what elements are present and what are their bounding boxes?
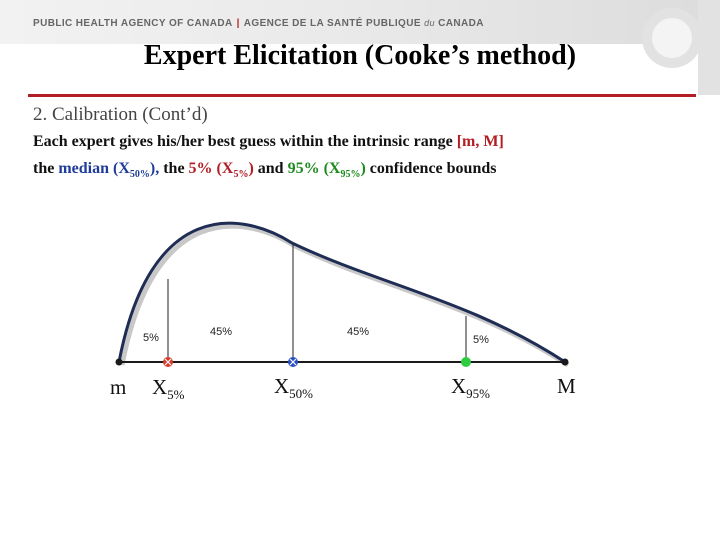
m-endpoint-marker [115,358,123,366]
title-divider [28,94,696,97]
axis-label-M: M [557,374,576,398]
p95-word: 95% (X [287,160,341,177]
x5-marker [163,357,173,367]
axis-label-x50: X50% [274,374,313,401]
axis-label-x5: X5% [152,375,185,402]
pct-label-upper-mid: 45% [347,326,369,338]
distribution-curve [117,221,566,364]
agency-name-fr: AGENCE DE LA SANTÉ PUBLIQUE [243,18,421,29]
agency-name-fr-du: du [424,18,435,28]
body-line-2-post: confidence bounds [365,160,497,177]
body-line-2-pre: the [33,160,59,177]
body-line-2-and: and [253,160,288,177]
agency-separator: | [236,18,240,29]
median-word: median (X [58,160,130,177]
pct-label-right-tail: 5% [473,334,489,346]
p95-sub: 95% [340,169,361,181]
M-endpoint-marker [561,358,569,366]
x50-marker [288,357,298,367]
section-heading: 2. Calibration (Cont’d) [33,104,208,125]
median-sub: 50% [129,169,150,181]
pct-label-lower-mid: 45% [210,326,232,338]
axis-label-m: m [110,375,126,399]
x95-marker [461,357,471,367]
agency-name-en: PUBLIC HEALTH AGENCY OF CANADA [33,18,233,29]
body-line-2-mid: the [159,160,189,177]
p5-sub: 5% [233,169,249,181]
axis-label-x95: X95% [451,374,490,401]
body-line-1-text: Each expert gives his/her best guess wit… [33,133,457,150]
range-text: [m, M] [456,133,504,150]
p95-close: ) [360,160,366,177]
maple-leaf-watermark-icon [642,0,720,95]
agency-banner: PUBLIC HEALTH AGENCY OF CANADA | AGENCE DE… [33,18,484,29]
body-line-1: Each expert gives his/her best guess wit… [33,133,504,151]
body-line-2: the median (X50%), the 5% (X5%) and 95% … [33,160,496,180]
header-band [0,0,720,44]
agency-name-fr-canada: CANADA [438,18,484,29]
p5-word: 5% (X [188,160,234,177]
curve-shadow [119,223,570,368]
pct-label-left-tail: 5% [143,332,159,344]
slide-title: Expert Elicitation (Cooke’s method) [143,40,577,71]
median-close: ), [149,160,160,177]
p5-close: ) [248,160,254,177]
